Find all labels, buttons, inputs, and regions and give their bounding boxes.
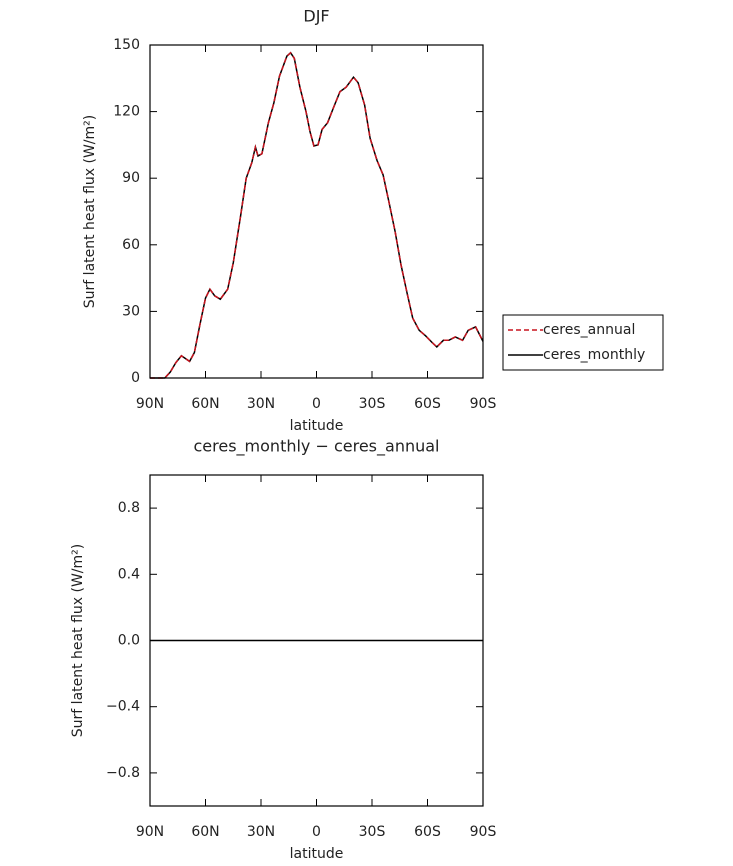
y-tick-label: 120 — [113, 104, 140, 120]
x-tick-label: 0 — [312, 396, 321, 412]
x-axis-label: latitude — [290, 846, 344, 862]
plot-frame — [149, 474, 484, 807]
x-tick-label: 30N — [247, 396, 275, 412]
x-tick-label: 0 — [312, 824, 321, 840]
data-line — [150, 51, 484, 379]
y-tick-label: 0.0 — [118, 633, 140, 649]
y-tick-label: −0.4 — [106, 699, 140, 715]
x-tick-label: 30N — [247, 824, 275, 840]
x-tick-label: 90S — [470, 396, 497, 412]
legend-label: ceres_monthly — [543, 347, 645, 363]
chart-title: ceres_monthly − ceres_annual — [194, 437, 440, 457]
x-axis-label: latitude — [290, 418, 344, 434]
legend-label: ceres_annual — [543, 322, 635, 338]
y-axis-label: Surf latent heat flux (W/m²) — [70, 544, 86, 737]
y-tick-label: 90 — [122, 170, 140, 186]
x-tick-label: 60S — [414, 396, 441, 412]
y-axis-label: Surf latent heat flux (W/m²) — [82, 115, 98, 308]
legend-box — [502, 314, 664, 371]
y-tick-label: −0.8 — [106, 765, 140, 781]
y-tick-label: 150 — [113, 37, 140, 53]
x-tick-label: 30S — [359, 396, 386, 412]
x-tick-label: 60N — [191, 824, 219, 840]
y-tick-label: 0 — [131, 370, 140, 386]
x-tick-label: 60N — [191, 396, 219, 412]
x-tick-label: 90N — [136, 824, 164, 840]
data-line — [150, 51, 484, 379]
x-tick-label: 90N — [136, 396, 164, 412]
y-tick-label: 0.4 — [118, 566, 140, 582]
plot-frame — [149, 44, 484, 379]
x-tick-label: 90S — [470, 824, 497, 840]
chart-title: DJF — [303, 7, 329, 26]
y-tick-label: 60 — [122, 237, 140, 253]
x-tick-label: 60S — [414, 824, 441, 840]
x-tick-label: 30S — [359, 824, 386, 840]
y-tick-label: 30 — [122, 303, 140, 319]
y-tick-label: 0.8 — [118, 500, 140, 516]
